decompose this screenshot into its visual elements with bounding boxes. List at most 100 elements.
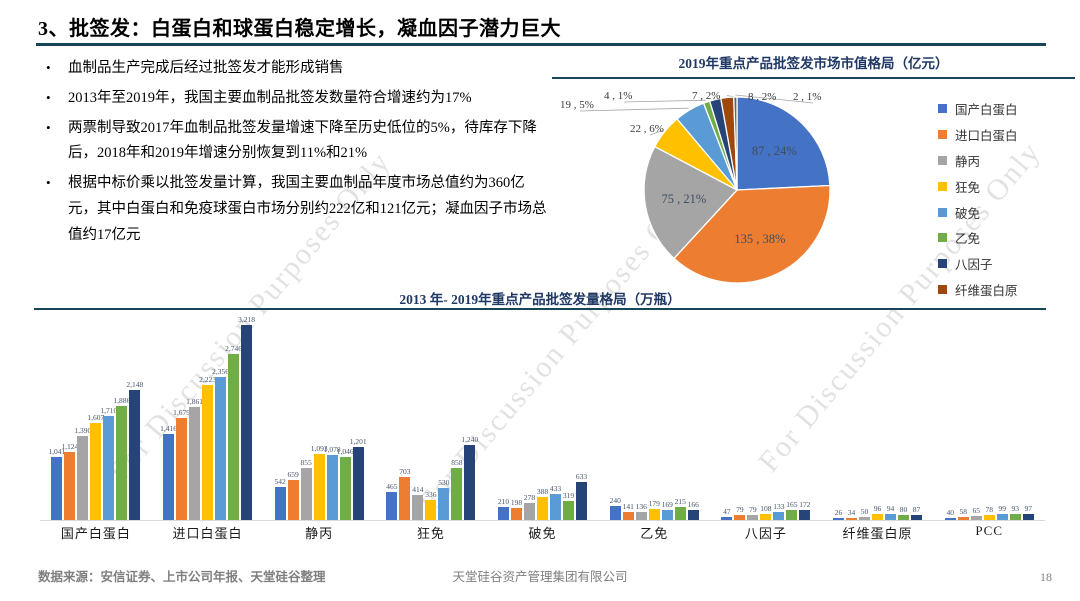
bar-value-label: 278 [523,493,536,503]
bar-group: 210 198 278 388 433 319 633 [487,314,599,520]
legend-item: 进口白蛋白 [938,122,1018,148]
bar-value-label: 65 [972,506,980,516]
bar-value-label: 1,093 [310,443,328,453]
legend-item: 国产白蛋白 [938,96,1018,122]
legend-swatch [938,181,947,191]
bar: 858 [451,458,462,520]
legend-item: 八因子 [938,251,1018,277]
page-title: 3、批签发：白蛋白和球蛋白稳定增长，凝血因子潜力巨大 [38,18,561,40]
bar-category-label: 破免 [528,526,557,541]
legend-swatch [938,259,947,269]
pie-leader-line [735,94,814,104]
legend-swatch [938,284,947,294]
pie-data-label: 19 , 5% [560,99,594,111]
footer-company: 天堂硅谷资产管理集团有限公司 [452,570,628,584]
bar-group: 26 34 50 96 94 80 87 [822,314,934,520]
bar: 1,201 [350,437,367,520]
legend-label: 破免 [955,206,981,221]
title-underline [36,43,1046,46]
bar-value-label: 855 [300,458,312,468]
bar: 210 [498,497,509,520]
legend-label: 狂免 [955,180,981,195]
bar-value-label: 388 [536,486,549,496]
bar: 278 [524,493,535,520]
bar: 97 [1022,504,1034,520]
bar-value-label: 414 [412,484,424,494]
pie-legend: 国产白蛋白 进口白蛋白 静丙 狂免 破免 乙免 八因子 纤维蛋白原 [938,96,1018,302]
bar: 40 [944,508,956,520]
bar-value-label: 136 [635,501,647,511]
legend-item: 静丙 [938,148,1018,174]
bar: 1,861 [186,397,203,520]
bar-group: 1,041 1,124 1,390 1,607 1,710 1,886 2,148 [40,314,152,520]
pie-leader-line [649,130,664,136]
legend-swatch [938,207,947,217]
bar: 179 [649,499,660,520]
bar-value-label: 3,218 [238,315,255,324]
bar: 172 [799,500,810,520]
bar-category-axis: 国产白蛋白 进口白蛋白 静丙 狂免 破免 乙免 八因子 纤维蛋白原 PCC [40,523,1045,542]
bar-value-label: 47 [723,507,731,517]
bar: 34 [846,508,858,520]
pie-data-label: 75 , 21% [661,192,706,206]
bar-group: 465 703 414 336 530 858 1,240 [375,314,487,520]
bar-category-label: 进口白蛋白 [172,526,243,541]
bar: 388 [537,487,548,520]
bar: 133 [773,502,784,520]
bar: 336 [425,490,436,520]
bar-value-label: 1,679 [173,408,190,418]
bar-value-label: 2,356 [212,367,229,377]
bar-value-label: 542 [274,477,286,487]
pie-chart-panel: 2019年重点产品批签发市场市值格局（亿元） 87 , 24% 135 , 38%… [552,52,1075,298]
bar: 165 [786,500,797,520]
legend-swatch [938,233,947,243]
bar: 465 [386,482,397,520]
bar-title-underline [34,308,1046,310]
bar: 1,046 [337,447,354,520]
bar: 65 [970,506,982,520]
bar-value-label: 166 [687,499,699,509]
bar: 1,886 [113,396,130,520]
bar-value-label: 1,886 [113,395,131,405]
bar: 2,356 [212,367,229,520]
bar: 166 [688,500,699,520]
bar-value-label: 172 [799,499,811,509]
bar: 47 [721,507,733,520]
footer-page-number: 18 [1040,570,1052,584]
pie-data-label: 8 , 2% [748,91,776,103]
legend-swatch [938,155,947,165]
bar: 1,607 [87,413,104,520]
bar-chart-title: 2013 年- 2019年重点产品批签发量格局（万瓶） [399,292,681,307]
bar: 530 [438,478,449,520]
bar-value-label: 1,390 [74,425,92,435]
legend-item: 破免 [938,199,1018,225]
pie-chart-title: 2019年重点产品批签发市场市值格局（亿元） [552,52,1075,79]
bar-category-label: 国产白蛋白 [60,526,131,541]
legend-label: 国产白蛋白 [955,103,1018,118]
bar-value-label: 58 [959,506,967,516]
bar-value-label: 1,240 [461,434,479,444]
bar-group: 240 141 136 179 169 215 166 [598,314,710,520]
bar: 1,240 [461,435,478,520]
bar-value-label: 133 [773,501,785,511]
bar-value-label: 40 [946,507,954,517]
bar-value-label: 2,746 [225,343,242,353]
bar-value-label: 97 [1024,504,1032,514]
legend-item: 乙免 [938,225,1018,251]
bar-value-label: 336 [425,489,437,499]
footer-source: 数据来源：安信证券、上市公司年报、天堂硅谷整理 [38,570,326,584]
bar-value-label: 78 [985,505,993,515]
pie-slice [733,96,738,191]
bar-value-label: 79 [749,505,757,515]
bar: 93 [1009,504,1021,520]
bar-value-label: 210 [497,497,510,507]
bar-value-label: 179 [648,499,660,509]
bar: 169 [662,500,673,520]
bar: 703 [399,467,410,520]
bar-value-label: 703 [399,467,411,477]
bar-category-label: PCC [975,523,1003,538]
bullet-item: 根据中标价乘以批签发量计算，我国主要血制品年度市场总值约为360亿元，其中白蛋白… [40,171,550,248]
bar-value-label: 240 [609,495,621,505]
bar-value-label: 87 [912,504,921,514]
